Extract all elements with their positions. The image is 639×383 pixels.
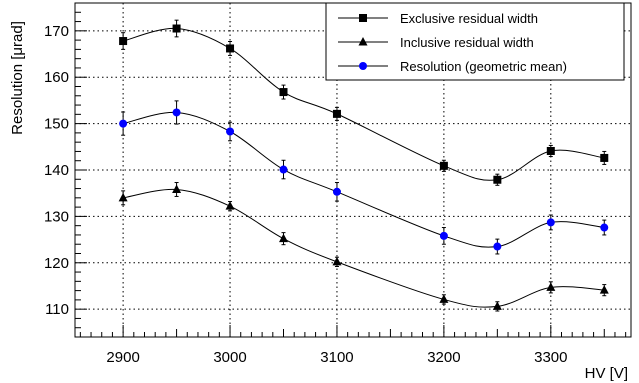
series-line xyxy=(123,188,605,308)
legend-marker xyxy=(358,37,368,46)
x-tick-label: 3200 xyxy=(427,349,460,366)
legend-marker xyxy=(359,14,367,22)
data-point xyxy=(493,242,502,251)
series-3 xyxy=(119,100,609,255)
y-tick-label: 120 xyxy=(44,255,69,272)
y-axis-title: Resolution [μrad] xyxy=(9,21,26,135)
x-tick-labels: 2900 3000 3100 3200 3300 xyxy=(106,349,567,366)
y-tick-label: 170 xyxy=(44,23,69,40)
data-point xyxy=(332,256,342,266)
series-1 xyxy=(119,19,609,186)
data-point xyxy=(172,184,182,193)
data-point xyxy=(439,161,448,170)
data-point xyxy=(226,44,235,53)
data-point xyxy=(172,108,181,117)
data-point xyxy=(439,294,449,303)
y-tick-label: 160 xyxy=(44,69,69,86)
x-tick-label: 3100 xyxy=(320,349,353,366)
data-point xyxy=(600,223,609,232)
data-point xyxy=(172,24,181,33)
data-point xyxy=(279,233,288,243)
series-line xyxy=(123,111,605,248)
axis-ticks xyxy=(75,2,627,338)
x-tick-label: 3000 xyxy=(213,349,246,366)
y-tick-label: 110 xyxy=(45,301,69,318)
legend-label: Resolution (geometric mean) xyxy=(400,59,567,74)
data-point xyxy=(600,153,609,162)
data-point xyxy=(226,127,235,136)
data-point xyxy=(546,218,555,227)
data-point xyxy=(546,146,555,155)
series-layer xyxy=(118,19,609,312)
data-point xyxy=(546,282,556,291)
x-tick-label: 3300 xyxy=(534,349,567,366)
data-point xyxy=(118,192,128,202)
data-point xyxy=(332,187,341,196)
legend-marker xyxy=(359,62,367,70)
y-tick-labels: 110 120 130 140 150 160 170 xyxy=(44,23,69,318)
legend-label: Inclusive residual width xyxy=(400,35,534,50)
legend-label: Exclusive residual width xyxy=(400,11,538,26)
y-tick-label: 150 xyxy=(44,116,69,133)
data-point xyxy=(332,109,341,118)
series-2 xyxy=(118,182,609,312)
legend: Exclusive residual width Inclusive residu… xyxy=(325,2,625,81)
y-tick-label: 130 xyxy=(44,208,69,225)
data-point xyxy=(599,285,609,294)
data-point xyxy=(492,301,502,310)
data-point xyxy=(279,165,288,174)
data-point xyxy=(439,231,448,240)
data-point xyxy=(119,37,128,46)
data-point xyxy=(279,88,288,97)
data-point xyxy=(493,175,502,184)
y-tick-label: 140 xyxy=(44,162,69,179)
x-axis-title: HV [V] xyxy=(585,365,628,382)
data-point xyxy=(119,119,128,128)
data-point xyxy=(225,201,235,210)
x-tick-label: 2900 xyxy=(106,349,139,366)
